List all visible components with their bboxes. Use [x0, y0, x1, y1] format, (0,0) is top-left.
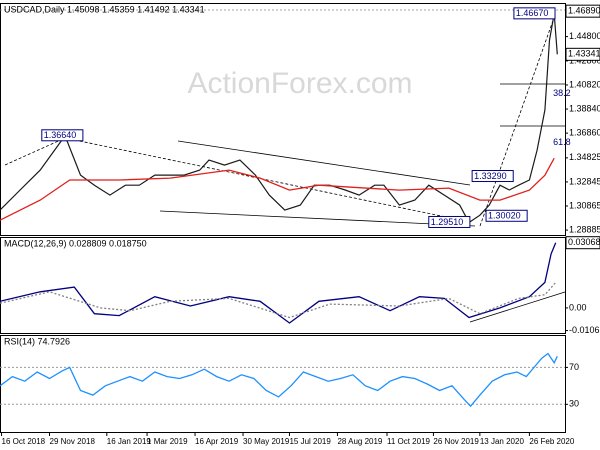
- x-tick-label: 29 Nov 2018: [50, 437, 96, 446]
- y-tick-label: 1.40820: [569, 79, 600, 89]
- x-tick-label: 11 Oct 2019: [387, 437, 431, 446]
- annotation: 1.33290: [474, 171, 507, 181]
- x-tick-label: 26 Feb 2020: [529, 437, 574, 446]
- price-marker: [565, 4, 600, 18]
- panel-title: USDCAD,Daily 1.45098 1.45359 1.41492 1.4…: [4, 4, 205, 14]
- panel-title: RSI(14) 74.7926: [4, 336, 70, 346]
- trend-line: [4, 137, 66, 166]
- y-tick-label: 1.34825: [569, 152, 600, 162]
- price-marker-label: 1.46890: [568, 6, 600, 16]
- annotation: 1.30020: [488, 211, 521, 221]
- series-line: [0, 281, 557, 319]
- trend-line: [159, 210, 476, 227]
- price-marker: [565, 47, 600, 61]
- y-tick-label: 1.44800: [569, 31, 600, 41]
- x-tick-label: 30 May 2019: [243, 437, 290, 446]
- annotation-box: [41, 129, 84, 142]
- annotation: 1.36640: [44, 130, 77, 140]
- annotation: 1.29510: [431, 217, 464, 227]
- y-tick-label: 1.36860: [569, 127, 600, 137]
- x-tick-label: 15 Jul 2019: [289, 437, 331, 446]
- macd-panel: [0, 237, 566, 334]
- rsi-panel: [0, 335, 566, 433]
- y-tick-label: 1.32845: [569, 176, 600, 186]
- series-line: [0, 157, 555, 221]
- annotation-box: [428, 215, 471, 228]
- price-marker-label: 0.030688: [568, 237, 600, 247]
- y-tick-label: 1.38840: [569, 103, 600, 113]
- y-tick-label: 70: [569, 362, 579, 372]
- series-line: [0, 242, 557, 324]
- y-tick-label: -0.010651: [569, 325, 600, 335]
- x-tick-label: 28 Aug 2019: [337, 437, 382, 446]
- trend-line: [64, 137, 471, 223]
- annotation: 1.46670: [516, 8, 549, 18]
- watermark: ActionForex.com: [187, 67, 412, 100]
- x-tick-label: 1 Mar 2019: [147, 437, 188, 446]
- annotation-box: [513, 7, 556, 20]
- series-line: [0, 13, 558, 224]
- x-tick-label: 26 Nov 2019: [433, 437, 479, 446]
- trend-lines: [0, 9, 566, 323]
- panel-title: MACD(12,26,9) 0.028809 0.018750: [4, 238, 147, 248]
- y-tick-label: 1.28885: [569, 224, 600, 234]
- annotation-box: [485, 209, 528, 222]
- x-tick-label: 16 Apr 2019: [195, 437, 239, 446]
- y-tick-label: 0.00: [569, 302, 587, 312]
- y-tick-label: 30: [569, 399, 579, 409]
- price-marker-label: 1.43341: [568, 49, 600, 59]
- fib-line: [479, 14, 556, 227]
- y-tick-label: 1.30865: [569, 200, 600, 210]
- x-tick-label: 16 Oct 2018: [2, 437, 46, 446]
- trend-line: [469, 291, 566, 323]
- annotation-box: [471, 170, 514, 183]
- price-panel: [0, 3, 566, 236]
- trend-line: [177, 140, 471, 186]
- series-line: [0, 352, 558, 408]
- x-tick-label: 16 Jan 2019: [107, 437, 152, 446]
- annotation: 38.2: [553, 88, 571, 98]
- price-marker: [565, 236, 600, 250]
- annotation: 61.8: [553, 137, 571, 147]
- x-tick-label: 13 Jan 2020: [480, 437, 525, 446]
